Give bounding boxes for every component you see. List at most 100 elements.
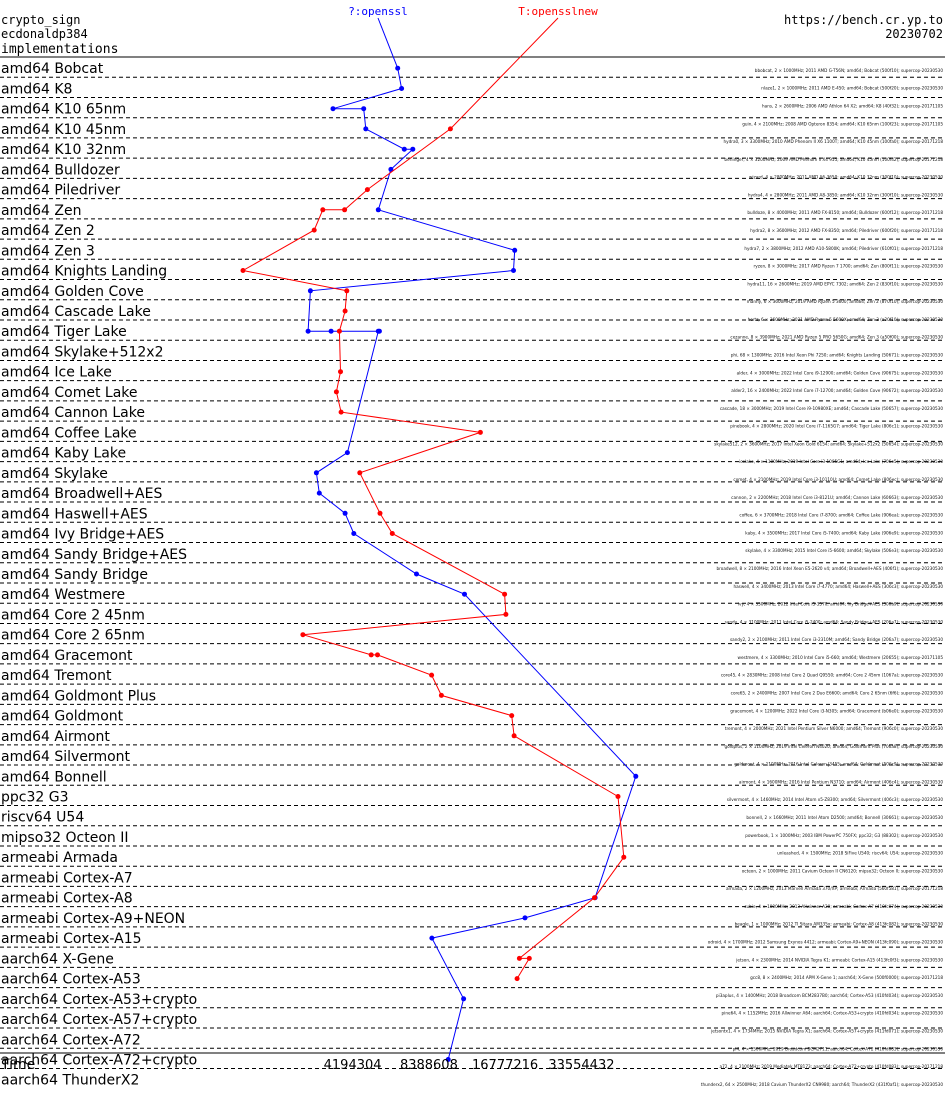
machine-description: hydra0, 3 × 3300MHz; 2010 AMD Phenom II … [723,139,943,144]
machine-description: cezanne, 8 × 3900MHz; 2021 AMD Ryzen 5 P… [730,335,943,340]
machine-description: cubie, 4 × 1000MHz; 2013 Allwinner A20; … [744,904,943,909]
machine-description: goldmont, 4 × 1100MHz; 2016 Intel Celero… [734,762,943,767]
data-point [522,915,528,921]
series-opensslnew [240,17,627,982]
data-point [401,146,407,152]
data-point [305,328,311,334]
category-label: amd64 Goldmont [1,709,124,725]
x-tick-label: 8388608 [400,1058,458,1073]
row-area: amd64 Bobcat amd64 K8 amd64 K10 65nm amd64 … [0,61,945,1089]
machine-description: gcc8, 8 × 2400MHz; 2014 APM X-Gene 1; aa… [750,975,943,980]
category-label: amd64 Sandy Bridge [1,567,148,583]
category-label: amd64 Tremont [1,668,112,684]
primitive-name: ecdonaldp384 [1,27,88,41]
x-axis-label: Time [0,1057,35,1073]
data-point [377,510,383,516]
category-label: amd64 Comet Lake [1,385,138,401]
category-label: amd64 Goldmont Plus [1,688,156,704]
data-point [388,166,394,172]
category-label: amd64 K10 45nm [1,122,126,138]
series-openssl [305,17,639,1062]
machine-description: jetson, 4 × 2300MHz; 2014 NVIDIA Tegra K… [735,957,943,962]
category-label: amd64 Core 2 45nm [1,607,145,623]
data-point [313,470,319,476]
legend-entry: ?:openssl [348,5,408,18]
header: crypto_sign ecdonaldp384 implementations… [1,13,943,57]
machine-description: manny, 6 × 3600MHz; 2019 AMD Ryzen 5 360… [747,299,944,304]
category-label: amd64 Core 2 65nm [1,628,145,644]
machine-description: phi, 68 × 1300MHz; 2016 Intel Xeon Phi 7… [731,353,944,358]
category-label: amd64 Bulldozer [1,162,120,178]
machine-description: guin, 4 × 2100MHz; 2008 AMD Opteron 8354… [742,121,943,126]
data-point [357,470,363,476]
data-point [414,571,419,577]
category-label: aarch64 Cortex-A53 [1,972,141,988]
data-point [344,288,350,294]
category-label: amd64 Skylake [1,466,108,482]
machine-description: hydra11, 16 × 2600MHz; 2019 AMD EPYC 730… [747,281,943,286]
category-label: armeabi Cortex-A9+NEON [1,911,185,927]
machine-description: broadwell, 8 × 2100MHz; 2016 Intel Xeon … [716,566,943,571]
category-label: aarch64 Cortex-A72 [1,1032,141,1048]
machine-description: hydra2, 8 × 3600MHz; 2012 AMD FX-8350; a… [750,228,943,233]
machine-description: hans, 2 × 2600MHz; 2006 AMD Athlon 64 X2… [762,103,943,108]
machine-description: skylake512, 2 × 3600MHz; 2017 Intel Xeon… [714,441,943,446]
operation-name: crypto_sign [1,13,80,27]
data-point [300,632,306,638]
data-point [333,389,339,395]
data-point [375,652,380,658]
machine-description: ivy, 4 × 3500MHz; 2012 Intel Core i5-357… [738,602,943,607]
machine-description: octeon, 2 × 1000MHz; 2011 Cavium Octeon … [742,868,944,873]
category-label: amd64 K8 [1,81,72,97]
machine-description: odroid, 4 × 1700MHz; 2012 Samsung Exynos… [708,940,944,945]
machine-description: hydra4, 4 × 2800MHz; 2011 AMD A8-3850; a… [748,192,943,197]
machine-description: core65, 2 × 2400MHz; 2007 Intel Core 2 D… [731,690,944,695]
machine-description: powerbook, 1 × 1000MHz; 2003 IBM PowerPC… [745,833,943,838]
category-label: amd64 K10 32nm [1,142,126,158]
machine-description: bonnell, 2 × 1660MHz; 2011 Intel Atom D2… [746,815,943,820]
category-label: amd64 Ice Lake [1,365,112,381]
data-point [363,126,369,132]
x-tick-label: 4194304 [324,1058,382,1073]
category-label: aarch64 Cortex-A53+crypto [1,992,197,1008]
machine-description: jetsontx1, 4 × 1734MHz; 2015 NVIDIA Tegr… [710,1028,943,1033]
machine-description: hertz, 6 × 3600MHz; 2021 AMD Ryzen 5 560… [748,317,944,322]
machine-description: tremont, 4 × 2000MHz; 2021 Intel Pentium… [725,726,943,731]
series-area [240,17,639,1062]
data-point [447,126,453,132]
machine-description: thunderx2, 64 × 2500MHz; 2018 Cavium Thu… [701,1082,943,1087]
report-date: 20230702 [885,27,943,41]
category-label: aarch64 Cortex-A57+crypto [1,1012,197,1028]
data-point [320,207,326,213]
machine-description: pine64, 4 × 1152MHz; 2016 Allwinner A64;… [722,1011,944,1016]
category-label: aarch64 X-Gene [1,951,114,967]
machine-description: cascade, 18 × 3000MHz; 2019 Intel Core i… [720,406,943,411]
data-point [338,409,344,415]
x-axis: Time 4194304 8388608 16777216 33554432 [0,1057,614,1073]
category-label: amd64 Zen 3 [1,243,95,259]
data-point [389,531,395,536]
category-label: mipso32 Octeon II [1,830,129,846]
category-label: amd64 Tiger Lake [1,324,127,340]
data-point [503,611,509,617]
data-point [514,976,520,982]
data-point [511,268,516,273]
machine-description: nlaze1, 2 × 1000MHz; 2011 AMD E-450; amd… [761,86,943,91]
category-label: amd64 Coffee Lake [1,425,137,441]
data-point [375,207,381,213]
machine-description: goldplus, 2 × 1100MHz; 2019 Intel Celero… [725,744,944,749]
section-label: implementations [1,42,118,57]
category-label: amd64 Knights Landing [1,264,167,280]
machine-description: hydra7, 2 × 3800MHz; 2012 AMD A10-5800K;… [744,246,943,251]
data-point [307,288,313,294]
category-label: amd64 Cascade Lake [1,304,151,320]
machine-description: skylake, 4 × 3300MHz; 2015 Intel Core i5… [745,548,943,553]
legend-entry: T:opensslnew [518,5,598,18]
machine-description: beagle, 1 × 1000MHz; 2012 TI Sitara AM33… [735,922,944,927]
series-line [241,128,625,979]
category-label: amd64 Sandy Bridge+AES [1,547,187,563]
data-point [342,510,348,516]
machine-description: pi4, 4 × 1500MHz; 2019 Broadcom BCM2711;… [733,1046,944,1051]
machine-description: airmont, 4 × 1600MHz; 2016 Intel Pentium… [739,779,943,784]
category-label: armeabi Cortex-A15 [1,931,142,947]
